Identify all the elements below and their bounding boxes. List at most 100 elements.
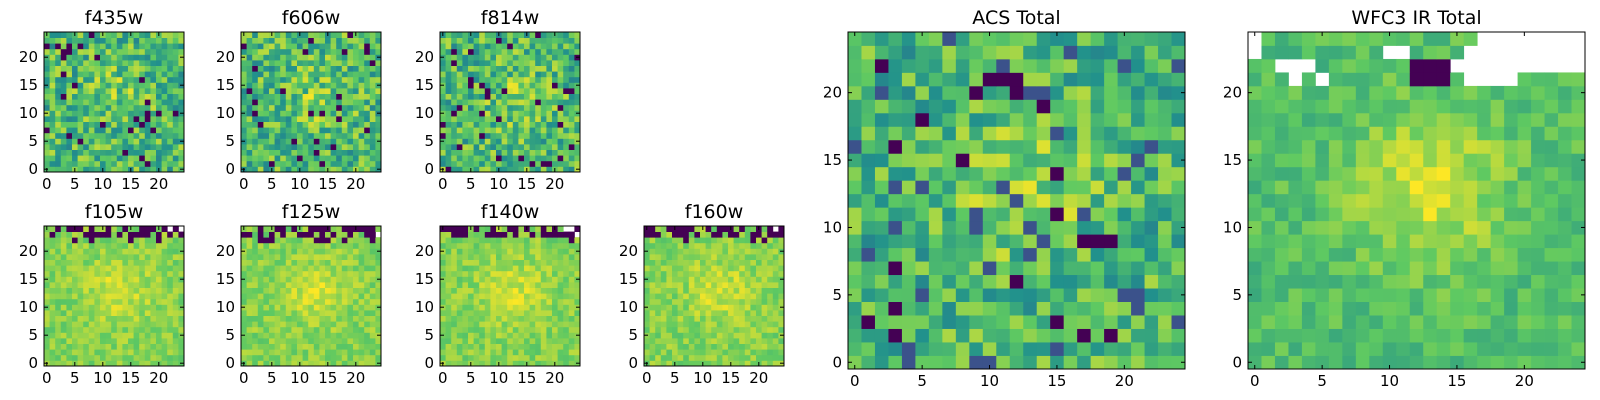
- heatmap-cell: [451, 138, 458, 145]
- heatmap-cell: [308, 60, 315, 66]
- heatmap-cell: [133, 287, 140, 294]
- heatmap-cell: [518, 110, 525, 117]
- heatmap-cell: [55, 242, 62, 249]
- heatmap-cell: [274, 48, 281, 55]
- heatmap-cell: [150, 332, 157, 339]
- heatmap-cell: [756, 282, 762, 288]
- heatmap-cell: [479, 254, 486, 260]
- heatmap-cell: [116, 343, 123, 350]
- heatmap-cell: [462, 349, 469, 356]
- y-tick-label: 5: [424, 326, 434, 344]
- heatmap-cell: [116, 138, 123, 145]
- heatmap-cell: [901, 153, 916, 168]
- heatmap-cell: [72, 231, 78, 238]
- heatmap-cell: [116, 132, 123, 139]
- heatmap-cell: [563, 343, 570, 350]
- heatmap-cell: [77, 32, 84, 38]
- heatmap-cell: [484, 121, 491, 128]
- heatmap-cell: [490, 65, 497, 72]
- heatmap-cell: [507, 321, 514, 328]
- heatmap-cell: [341, 60, 348, 66]
- heatmap-cell: [128, 237, 134, 244]
- heatmap-cell: [280, 248, 287, 255]
- heatmap-cell: [540, 254, 547, 260]
- heatmap-cell: [479, 48, 486, 55]
- heatmap-cell: [484, 231, 491, 238]
- heatmap-cell: [319, 231, 326, 238]
- heatmap-cell: [861, 207, 876, 222]
- heatmap-cell: [49, 32, 56, 38]
- heatmap-cell: [364, 237, 371, 244]
- heatmap-cell: [172, 293, 179, 300]
- heatmap-cell: [507, 287, 514, 294]
- heatmap-cell: [996, 342, 1011, 356]
- heatmap-cell: [672, 298, 678, 305]
- heatmap-cell: [139, 304, 146, 311]
- heatmap-cell: [473, 82, 480, 89]
- heatmap-cell: [501, 76, 508, 83]
- heatmap-cell: [744, 298, 751, 305]
- heatmap-cell: [928, 301, 943, 316]
- x-tick-label: 20: [545, 369, 564, 387]
- heatmap-cell: [778, 242, 785, 249]
- heatmap-cell: [490, 82, 497, 89]
- heatmap-cell: [111, 116, 118, 122]
- heatmap-cell: [161, 121, 168, 128]
- heatmap-cell: [100, 332, 106, 339]
- heatmap-cell: [358, 332, 365, 339]
- heatmap-cell: [456, 354, 463, 361]
- heatmap-cell: [161, 231, 168, 238]
- y-tick-label: 10: [216, 104, 235, 122]
- heatmap-cell: [364, 104, 371, 111]
- heatmap-cell: [167, 315, 174, 322]
- heatmap-cell: [274, 138, 281, 145]
- heatmap-cell: [150, 138, 157, 145]
- heatmap-cell: [72, 93, 78, 100]
- heatmap-cell: [375, 155, 382, 162]
- heatmap-cell: [507, 231, 514, 238]
- heatmap-cell: [1117, 261, 1132, 276]
- heatmap-cell: [557, 149, 564, 156]
- heatmap-cell: [358, 321, 365, 328]
- heatmap-cell: [739, 287, 746, 294]
- heatmap-cell: [66, 304, 73, 311]
- heatmap-cell: [269, 242, 275, 249]
- heatmap-cell: [116, 237, 123, 244]
- heatmap-cell: [700, 332, 706, 339]
- heatmap-cell: [761, 231, 768, 238]
- heatmap-cell: [269, 60, 275, 66]
- heatmap-cell: [711, 321, 718, 328]
- heatmap-cell: [116, 149, 123, 156]
- heatmap-cell: [728, 321, 734, 328]
- heatmap-cell: [540, 71, 547, 78]
- heatmap-cell: [1117, 328, 1132, 343]
- heatmap-cell: [761, 338, 768, 344]
- heatmap-cell: [358, 121, 365, 128]
- heatmap-cell: [644, 343, 650, 350]
- heatmap-cell: [1090, 315, 1105, 329]
- heatmap-cell: [451, 321, 458, 328]
- heatmap-cell: [172, 265, 179, 272]
- heatmap-cell: [269, 121, 275, 128]
- heatmap-cell: [507, 310, 514, 316]
- heatmap-cell: [55, 32, 62, 38]
- heatmap-cell: [688, 265, 695, 272]
- heatmap-cell: [568, 121, 575, 128]
- heatmap-cell: [156, 76, 162, 83]
- axes-frame: [43, 225, 185, 367]
- heatmap-cell: [901, 288, 916, 302]
- heatmap-cell: [308, 149, 315, 156]
- heatmap-cell: [319, 270, 326, 277]
- heatmap-cell: [568, 54, 575, 61]
- heatmap-cell: [257, 71, 264, 78]
- heatmap-cell: [451, 132, 458, 139]
- heatmap-cell: [336, 270, 343, 277]
- heatmap-cell: [683, 310, 690, 316]
- heatmap-cell: [445, 43, 452, 50]
- heatmap-cell: [557, 265, 564, 272]
- heatmap-cell: [257, 298, 264, 305]
- heatmap-cell: [524, 310, 530, 316]
- heatmap-cell: [546, 237, 553, 244]
- heatmap-cell: [644, 231, 650, 238]
- heatmap-cell: [440, 287, 446, 294]
